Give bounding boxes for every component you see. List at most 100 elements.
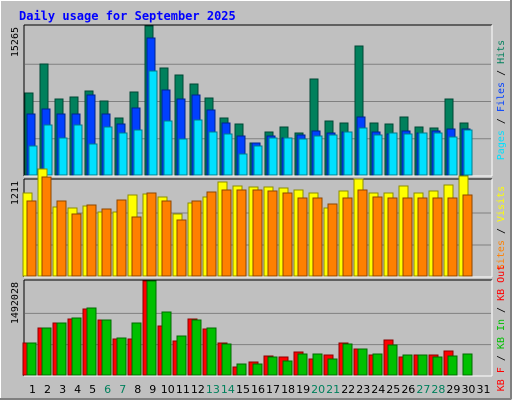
bar-pages-day-18 <box>283 137 293 176</box>
legend-item: Sites <box>496 240 507 270</box>
bar-kb-in-day-13 <box>206 327 217 376</box>
bar-pages-day-9 <box>148 70 158 176</box>
bar-sites-day-4 <box>71 213 82 277</box>
bar-kb-in-day-11 <box>176 335 187 376</box>
x-tick-label-day-1: 1 <box>29 383 36 396</box>
bar-pages-day-14 <box>223 133 233 176</box>
y-axis-max-label: 1211 <box>10 181 21 205</box>
bar-kb-in-day-24 <box>372 353 383 376</box>
x-tick-label-day-11: 11 <box>176 383 190 396</box>
chart-panel-2: 1211 Sites / Visits <box>10 168 507 278</box>
x-tick-label-day-15: 15 <box>236 383 250 396</box>
bar-sites-day-17 <box>267 190 278 277</box>
bar-sites-day-24 <box>372 196 383 277</box>
x-tick-label-day-28: 28 <box>431 383 445 396</box>
x-tick-label-day-27: 27 <box>416 383 430 396</box>
legend-item: KB Out <box>496 265 507 301</box>
legend-separator: / <box>496 349 507 367</box>
x-tick-label-day-16: 16 <box>251 383 265 396</box>
y-axis-max-label: 15265 <box>10 27 21 57</box>
bar-pages-day-23 <box>358 127 368 176</box>
bar-pages-day-2 <box>43 124 53 176</box>
bar-pages-day-17 <box>268 137 278 176</box>
x-tick-label-day-26: 26 <box>401 383 415 396</box>
bar-sites-day-26 <box>402 197 413 277</box>
bar-sites-day-21 <box>327 203 338 277</box>
legend-item: Pages <box>496 130 507 160</box>
bar-sites-day-15 <box>236 189 247 277</box>
bar-kb-in-day-26 <box>402 354 413 376</box>
x-tick-label-day-14: 14 <box>221 383 235 396</box>
bar-pages-day-5 <box>88 143 98 176</box>
legend-item: KB F <box>496 367 507 391</box>
bar-pages-day-3 <box>58 137 68 176</box>
x-tick-label-day-18: 18 <box>281 383 295 396</box>
bar-kb-in-day-1 <box>26 342 37 376</box>
x-tick-label-day-7: 7 <box>119 383 126 396</box>
bar-sites-day-29 <box>447 197 458 277</box>
bar-kb-in-day-16 <box>252 363 263 376</box>
bar-pages-day-4 <box>73 124 83 176</box>
x-tick-label-day-9: 9 <box>149 383 156 396</box>
bar-pages-day-22 <box>343 131 353 176</box>
legend-separator: / <box>496 64 507 82</box>
x-tick-label-day-30: 30 <box>461 383 475 396</box>
bar-sites-day-19 <box>297 197 308 277</box>
legend-separator: / <box>496 222 507 240</box>
bar-sites-day-5 <box>86 204 97 277</box>
panels: 15265 Pages / Files / Hits 1211 Sites / Vis… <box>10 24 507 391</box>
bar-sites-day-28 <box>432 197 443 277</box>
bar-sites-day-2 <box>41 176 52 277</box>
bar-kb-in-day-17 <box>267 356 278 376</box>
bar-kb-in-day-9 <box>146 280 157 376</box>
bar-sites-day-6 <box>101 208 112 277</box>
bar-kb-in-day-4 <box>71 317 82 376</box>
bar-kb-in-day-15 <box>236 363 247 376</box>
x-tick-label-day-24: 24 <box>371 383 385 396</box>
legend-separator: / <box>496 112 507 130</box>
x-tick-label-day-12: 12 <box>191 383 205 396</box>
bar-pages-day-26 <box>403 133 413 176</box>
bar-pages-day-21 <box>328 134 338 176</box>
chart-panel-1: 15265 Pages / Files / Hits <box>10 24 507 177</box>
legend-separator: / <box>496 301 507 319</box>
bar-sites-day-7 <box>116 199 127 277</box>
bar-kb-in-day-6 <box>101 319 112 376</box>
x-tick-label-day-31: 31 <box>476 383 490 396</box>
bar-pages-day-12 <box>193 119 203 176</box>
bar-kb-in-day-21 <box>327 358 338 376</box>
bar-kb-in-day-2 <box>41 327 52 376</box>
bar-pages-day-30 <box>463 129 473 176</box>
x-tick-label-day-29: 29 <box>446 383 460 396</box>
bar-kb-in-day-7 <box>116 337 127 376</box>
bar-sites-day-9 <box>146 192 157 277</box>
x-tick-label-day-2: 2 <box>44 383 51 396</box>
bar-pages-day-13 <box>208 131 218 176</box>
chart-panel-3: 1492028 KB F / KB In / KB Out <box>10 265 507 391</box>
bar-pages-day-24 <box>373 134 383 176</box>
bar-sites-day-16 <box>252 189 263 277</box>
x-tick-label-day-8: 8 <box>134 383 141 396</box>
bar-pages-day-27 <box>418 132 428 176</box>
x-tick-label-day-25: 25 <box>386 383 400 396</box>
legend: Sites / Visits <box>496 186 507 270</box>
bar-sites-day-11 <box>176 219 187 277</box>
bar-kb-in-day-12 <box>191 319 202 376</box>
bar-kb-in-day-28 <box>432 356 443 376</box>
bar-pages-day-16 <box>253 145 263 176</box>
x-tick-label-day-22: 22 <box>341 383 355 396</box>
bar-sites-day-18 <box>282 192 293 277</box>
legend-item: Files <box>496 82 507 112</box>
bar-kb-in-day-18 <box>282 360 293 376</box>
x-tick-label-day-5: 5 <box>89 383 96 396</box>
bar-kb-in-day-19 <box>297 353 308 376</box>
bar-pages-day-1 <box>28 145 38 176</box>
bar-sites-day-12 <box>191 200 202 277</box>
x-tick-label-day-23: 23 <box>356 383 370 396</box>
bar-kb-in-day-27 <box>417 354 428 376</box>
bar-pages-day-19 <box>298 138 308 176</box>
bar-pages-day-10 <box>163 120 173 176</box>
chart-title: Daily usage for September 2025 <box>19 9 236 23</box>
